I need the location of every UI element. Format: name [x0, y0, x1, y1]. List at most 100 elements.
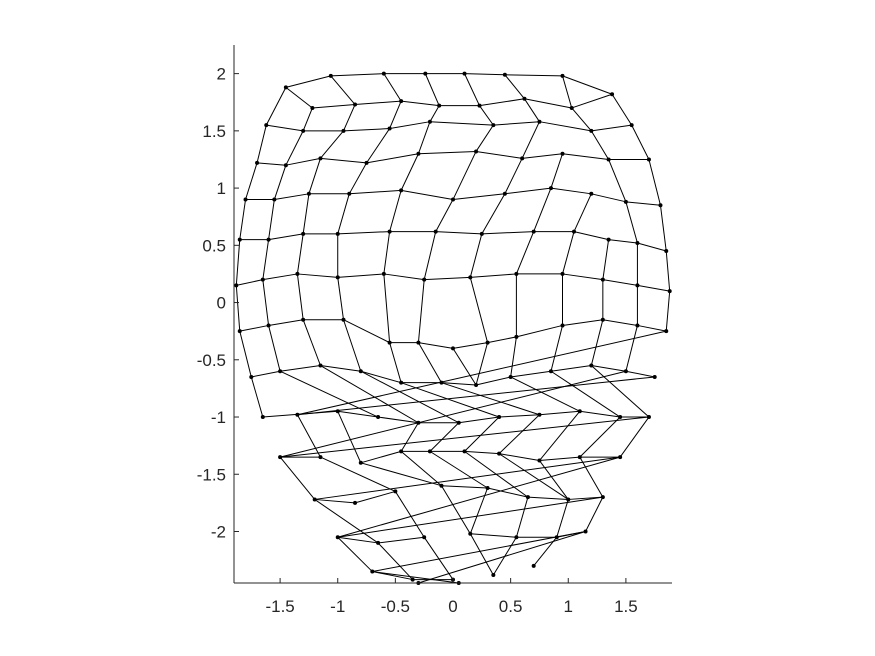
- mesh-edge: [235, 239, 241, 286]
- mesh-edge: [308, 158, 321, 194]
- y-tick-label: 1.5: [202, 122, 226, 141]
- mesh-node: [477, 103, 482, 108]
- mesh-node: [664, 249, 669, 254]
- mesh-edge: [337, 456, 621, 538]
- mesh-edge: [550, 187, 592, 195]
- mesh-edge: [372, 530, 586, 573]
- y-tick-label: 0: [217, 294, 226, 313]
- mesh-edge: [423, 231, 437, 280]
- mesh-node: [335, 535, 340, 540]
- mesh-edge: [665, 250, 671, 292]
- mesh-edge: [562, 75, 613, 95]
- mesh-edge: [524, 98, 540, 122]
- mesh-node: [600, 317, 605, 322]
- mesh-edge: [389, 190, 402, 232]
- mesh-node: [497, 415, 502, 420]
- mesh-edge: [268, 199, 275, 240]
- mesh-edge: [469, 533, 494, 576]
- mesh-edge: [296, 233, 304, 275]
- mesh-edge: [337, 193, 350, 235]
- mesh-node: [531, 563, 536, 568]
- mesh-edge: [562, 231, 575, 275]
- mesh-edge: [550, 153, 563, 189]
- mesh-edge: [337, 277, 344, 320]
- mesh-edge: [256, 125, 267, 164]
- mesh-node: [295, 271, 300, 276]
- mesh-edge: [337, 411, 362, 464]
- mesh-edge: [475, 376, 511, 386]
- mesh-edge: [562, 319, 603, 326]
- mesh-edge: [515, 497, 529, 538]
- mesh-node: [353, 500, 358, 505]
- mesh-node: [399, 449, 404, 454]
- mesh-edge: [424, 73, 440, 106]
- mesh-node: [474, 382, 479, 387]
- mesh-node: [560, 73, 565, 78]
- mesh-edge: [285, 157, 321, 166]
- mesh-edge: [579, 410, 621, 418]
- mesh-node: [520, 156, 525, 161]
- mesh-edge: [280, 365, 321, 372]
- mesh-node: [646, 157, 651, 162]
- mesh-edge: [487, 487, 529, 498]
- mesh-node: [589, 128, 594, 133]
- mesh-edge: [378, 536, 425, 544]
- mesh-node: [295, 412, 300, 417]
- x-tick-label: -0.5: [381, 597, 410, 616]
- mesh-edge: [579, 416, 621, 458]
- mesh-node: [514, 334, 519, 339]
- mesh-node: [572, 229, 577, 234]
- mesh-edge: [297, 330, 667, 416]
- mesh-node: [399, 188, 404, 193]
- mesh-edge: [441, 382, 540, 416]
- mesh-edge: [343, 104, 356, 132]
- mesh-edge: [389, 121, 431, 130]
- x-tick-label: 1: [564, 597, 573, 616]
- mesh-node: [272, 197, 277, 202]
- mesh-edge: [337, 536, 373, 572]
- mesh-edge: [504, 187, 552, 195]
- mesh-node: [548, 186, 553, 191]
- mesh-edge: [510, 376, 581, 412]
- mesh-edge: [354, 490, 396, 504]
- mesh-edge: [522, 153, 563, 159]
- mesh-node: [468, 275, 473, 280]
- mesh-edge: [297, 273, 338, 278]
- mesh-node: [635, 323, 640, 328]
- mesh-edge: [524, 98, 572, 109]
- mesh-edge: [510, 336, 517, 378]
- mesh-edge: [464, 450, 529, 498]
- mesh-node: [318, 156, 323, 161]
- mesh-edge: [510, 370, 552, 378]
- mesh-node: [610, 92, 615, 97]
- mesh-edge: [533, 187, 552, 232]
- mesh-node: [583, 529, 588, 534]
- mesh-edge: [515, 231, 535, 275]
- mesh-edge: [400, 450, 442, 487]
- mesh-node: [629, 123, 634, 128]
- mesh-node: [249, 374, 254, 379]
- mesh-edge: [265, 87, 287, 126]
- mesh-node: [266, 237, 271, 242]
- mesh-edge: [360, 462, 442, 487]
- mesh-edge: [590, 319, 604, 366]
- mesh-node: [439, 380, 444, 385]
- mesh-edge: [320, 130, 344, 159]
- mesh-node: [260, 415, 265, 420]
- mesh-edge: [302, 319, 321, 366]
- mesh-node: [502, 191, 507, 196]
- mesh-edge: [625, 325, 638, 372]
- mesh-edge: [429, 422, 460, 452]
- mesh-edge: [562, 153, 609, 160]
- mesh-node: [635, 283, 640, 288]
- mesh-edge: [487, 336, 517, 344]
- mesh-edge: [401, 189, 454, 201]
- mesh-node: [237, 237, 242, 242]
- mesh-edge: [585, 496, 604, 532]
- mesh-edge: [268, 325, 281, 372]
- mesh-node: [260, 277, 265, 282]
- mesh-edge: [475, 150, 523, 159]
- mesh-node: [427, 119, 432, 124]
- mesh-node: [318, 455, 323, 460]
- mesh-edge: [274, 193, 310, 201]
